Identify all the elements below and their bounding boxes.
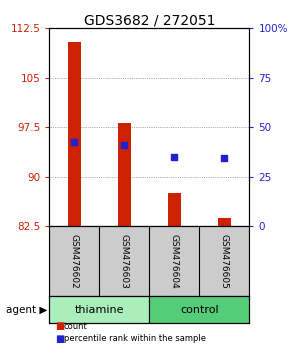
Point [222, 155, 227, 161]
Text: GSM476605: GSM476605 [220, 234, 229, 289]
Text: percentile rank within the sample: percentile rank within the sample [64, 334, 206, 343]
Bar [218, 217, 231, 226]
Text: ■: ■ [55, 321, 64, 331]
Text: GSM476604: GSM476604 [170, 234, 179, 289]
Text: ■: ■ [55, 334, 64, 344]
Text: GSM476602: GSM476602 [70, 234, 79, 289]
Bar [49, 296, 149, 323]
Text: thiamine: thiamine [75, 304, 124, 315]
Point [72, 139, 77, 145]
Bar [168, 193, 181, 226]
Point [172, 154, 177, 160]
Title: GDS3682 / 272051: GDS3682 / 272051 [84, 13, 215, 27]
Bar [149, 296, 249, 323]
Text: count: count [64, 322, 88, 331]
Text: agent ▶: agent ▶ [6, 304, 47, 315]
Bar [68, 41, 81, 226]
Point [122, 142, 127, 148]
Text: GSM476603: GSM476603 [120, 234, 129, 289]
Text: control: control [180, 304, 219, 315]
Bar [118, 122, 130, 226]
